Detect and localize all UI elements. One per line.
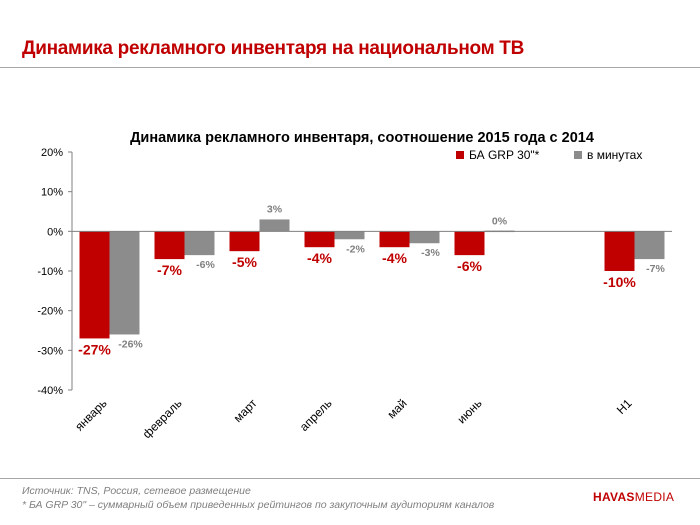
legend-label-minutes: в минутах	[587, 148, 642, 162]
legend-swatch-grp	[456, 151, 464, 159]
x-tick-label: июнь	[455, 396, 485, 426]
x-tick-label: май	[384, 396, 409, 421]
x-tick-label: апрель	[297, 396, 335, 434]
bar-chart: Динамика рекламного инвентаря, соотношен…	[37, 130, 672, 441]
bar-grp	[454, 231, 485, 256]
bar-grp	[79, 231, 110, 339]
y-tick-label: -40%	[37, 385, 63, 397]
data-label: -6%	[196, 259, 215, 271]
title-divider	[0, 67, 700, 68]
data-label: -2%	[346, 243, 365, 255]
bar-grp	[154, 231, 185, 260]
data-label: -6%	[457, 258, 482, 274]
x-tick-label: H1	[614, 396, 635, 417]
logo-primary: HAVAS	[593, 490, 635, 504]
bar-minutes	[109, 231, 140, 335]
bar-minutes	[184, 231, 215, 256]
footer-divider	[0, 478, 700, 479]
legend-label-grp: БА GRP 30"*	[469, 148, 540, 162]
bar-grp	[379, 231, 410, 248]
y-tick-label: -10%	[37, 266, 63, 278]
legend-swatch-minutes	[574, 151, 582, 159]
footnote: * БА GRP 30" – суммарный объем приведенн…	[22, 499, 495, 511]
data-label: -4%	[382, 250, 407, 266]
source-note: Источник: TNS, Россия, сетевое размещени…	[22, 485, 251, 497]
data-label: -27%	[78, 341, 111, 357]
y-tick-label: 20%	[41, 147, 63, 159]
data-label: -10%	[603, 274, 636, 290]
data-label: -7%	[646, 263, 665, 275]
bar-grp	[604, 231, 635, 271]
chart-title: Динамика рекламного инвентаря, соотношен…	[130, 130, 594, 146]
data-label: -4%	[307, 250, 332, 266]
logo-secondary: MEDIA	[634, 490, 675, 504]
bar-minutes	[409, 231, 440, 244]
havas-media-logo: HAVASMEDIA	[593, 490, 674, 504]
slide-title: Динамика рекламного инвентаря на национа…	[22, 38, 525, 59]
data-label: -26%	[118, 338, 143, 350]
bar-minutes	[634, 231, 665, 260]
x-tick-label: март	[231, 396, 260, 425]
y-tick-label: 0%	[47, 226, 63, 238]
data-label: -3%	[421, 247, 440, 259]
bar-grp	[304, 231, 335, 248]
data-label: 3%	[267, 203, 283, 215]
data-label: -7%	[157, 262, 182, 278]
data-label: -5%	[232, 254, 257, 270]
bar-minutes	[259, 219, 290, 232]
bar-grp	[229, 231, 260, 252]
x-tick-label: январь	[72, 396, 109, 433]
y-tick-label: 10%	[41, 187, 63, 199]
y-tick-label: -30%	[37, 345, 63, 357]
data-label: 0%	[492, 215, 508, 227]
bar-minutes	[334, 231, 365, 240]
x-tick-label: февраль	[140, 396, 185, 441]
y-tick-label: -20%	[37, 306, 63, 318]
